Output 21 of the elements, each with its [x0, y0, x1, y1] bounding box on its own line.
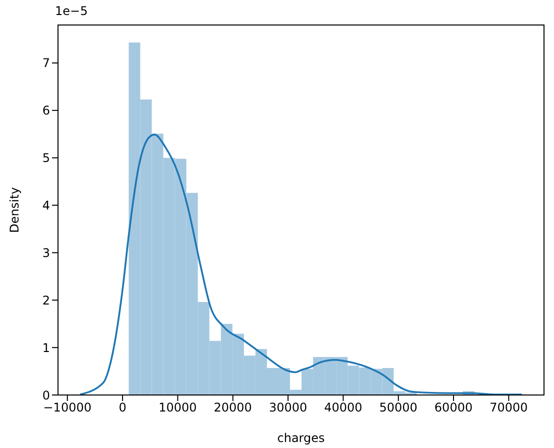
x-tick-label: 10000 — [158, 400, 197, 415]
x-tick-label: 60000 — [434, 400, 473, 415]
y-tick-label: 0 — [42, 388, 50, 402]
y-tick-label: 4 — [42, 198, 50, 213]
x-tick-label: 50000 — [379, 400, 418, 415]
line-series — [79, 134, 523, 395]
y-tick-label: 5 — [42, 151, 50, 166]
y-tick-label: 2 — [42, 293, 50, 308]
y-tick-label: 7 — [42, 56, 50, 70]
text: 1e−5 — [55, 4, 88, 18]
x-tick-label: 40000 — [324, 400, 362, 415]
x-tick-label: −10000 — [43, 400, 92, 415]
x-tick-label: 70000 — [490, 400, 528, 415]
y-tick-label: 3 — [42, 246, 50, 260]
y-tick-label: 1 — [42, 340, 50, 355]
y-tick-label: 6 — [42, 104, 50, 118]
y-axis-title: Density — [7, 187, 22, 233]
x-tick-label: 0 — [118, 400, 126, 415]
x-tick-label: 30000 — [268, 400, 308, 415]
x-axis-title: charges — [277, 431, 325, 445]
x-tick-label: 20000 — [214, 400, 252, 415]
